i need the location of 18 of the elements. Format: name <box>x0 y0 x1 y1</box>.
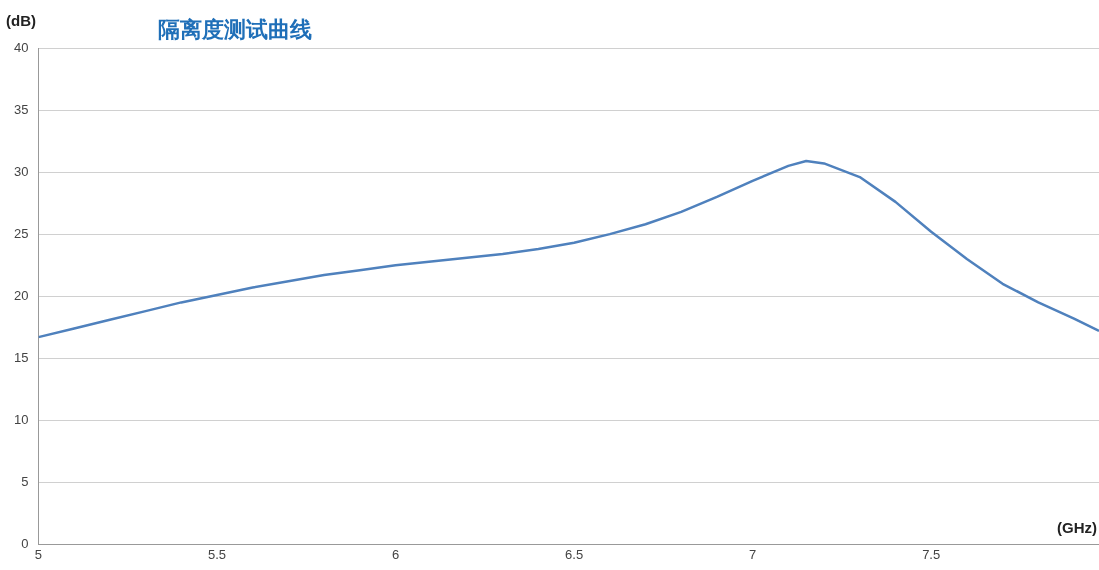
y-tick-label: 15 <box>13 349 29 365</box>
x-tick-label: 7.5 <box>922 546 941 562</box>
y-tick-label: 10 <box>13 411 29 427</box>
y-tick-label: 40 <box>13 39 29 55</box>
y-tick-label: 25 <box>13 225 29 241</box>
y-tick-label: 0 <box>21 535 29 551</box>
y-tick-label: 35 <box>13 101 29 117</box>
y-tick-label: 20 <box>13 287 29 303</box>
y-tick-label: 30 <box>13 163 29 179</box>
x-tick-label: 6 <box>391 546 400 562</box>
x-tick-label: 6.5 <box>565 546 584 562</box>
x-tick-label: 5.5 <box>207 546 227 562</box>
y-axis-title: (dB) <box>6 12 36 30</box>
chart-title: 隔离度测试曲线 <box>158 16 312 42</box>
y-tick-label: 5 <box>21 473 29 489</box>
x-tick-label: 5 <box>34 546 43 562</box>
x-axis-title: (GHz) <box>1057 519 1097 537</box>
x-tick-label: 7 <box>749 546 757 562</box>
